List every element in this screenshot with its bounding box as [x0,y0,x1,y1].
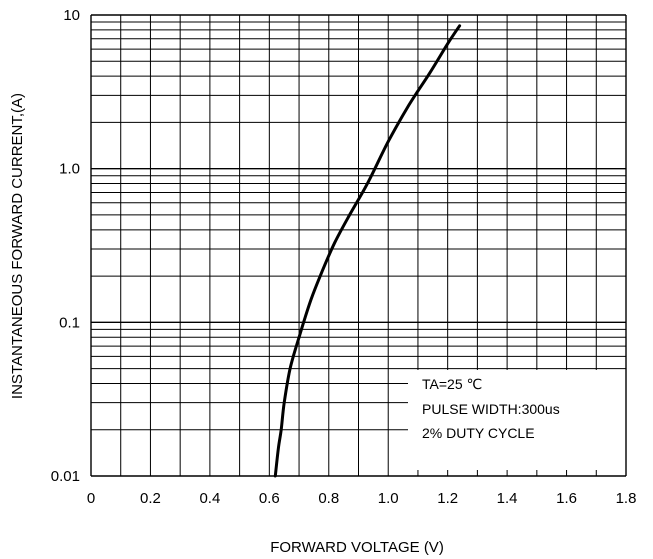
x-tick-label: 0.6 [259,490,280,507]
annotation-block: TA=25 ℃ PULSE WIDTH:300us 2% DUTY CYCLE [422,376,560,441]
y-tick-label: 0.1 [59,314,80,331]
x-tick-label: 0 [87,490,95,507]
series-layer [273,24,462,478]
x-axis-label: FORWARD VOLTAGE (V) [270,539,444,556]
x-tick-label: 1.4 [497,490,518,507]
x-tick-label: 1.6 [556,490,577,507]
x-tick-label: 1.0 [378,490,399,507]
forward-current-curve [273,24,462,478]
y-tick-label: 10 [63,7,80,24]
annotation-duty-cycle: 2% DUTY CYCLE [422,425,535,441]
annotation-temperature: TA=25 ℃ [422,376,482,392]
x-tick-label: 1.8 [616,490,637,507]
annotation-pulse-width: PULSE WIDTH:300us [422,401,560,417]
x-tick-label: 0.2 [140,490,161,507]
x-tick-labels: 0 0.2 0.4 0.6 0.8 1.0 1.2 1.4 1.6 1.8 [87,490,637,507]
x-tick-label: 1.2 [437,490,458,507]
y-axis-label: INSTANTANEOUS FORWARD CURRENT,(A) [9,93,26,399]
y-tick-labels: 0.01 0.1 1.0 10 [51,7,80,485]
y-tick-label: 0.01 [51,468,80,485]
y-tick-label: 1.0 [59,161,80,178]
grid [90,14,627,477]
x-tick-label: 0.8 [318,490,339,507]
x-tick-label: 0.4 [199,490,220,507]
